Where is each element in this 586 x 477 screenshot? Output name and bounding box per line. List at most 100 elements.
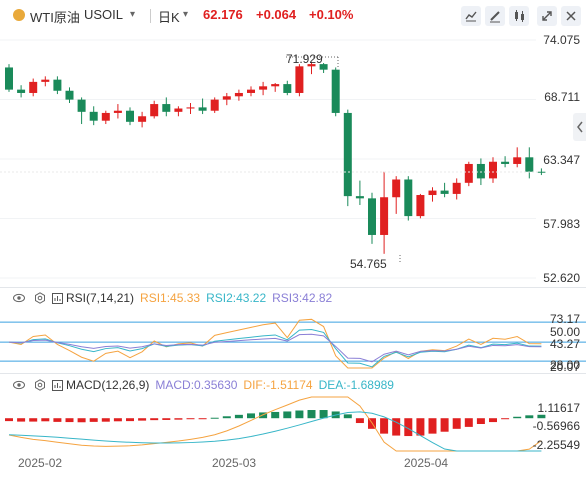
macd-axis-label: 1.11617 xyxy=(537,401,581,415)
macd-histogram-bar xyxy=(319,410,328,419)
macd-histogram-bar xyxy=(162,418,171,420)
indicator-toggle-icon[interactable] xyxy=(52,379,63,391)
candle-body xyxy=(271,84,280,87)
dif-line xyxy=(8,396,542,452)
macd-histogram-bar xyxy=(489,418,497,423)
macd-histogram-bar xyxy=(428,418,437,434)
candle-body xyxy=(259,86,268,90)
candle-body xyxy=(368,198,376,235)
macd-histogram-bar xyxy=(247,413,255,419)
candle-body xyxy=(513,157,522,164)
candle-body xyxy=(126,110,134,122)
rsi-header: RSI(7,14,21) RSI1:45.33 RSI2:43.22 RSI3:… xyxy=(0,289,338,307)
candle-body xyxy=(113,110,122,113)
macd-histogram-bar xyxy=(259,412,268,419)
gear-icon[interactable] xyxy=(34,292,46,304)
rsi-axis-label: 73.17 xyxy=(549,312,580,326)
macd-histogram-bar xyxy=(307,410,316,419)
candle-body xyxy=(537,171,546,173)
symbol-name[interactable]: WTI原油 xyxy=(30,10,80,25)
chevron-down-icon[interactable]: ▾ xyxy=(183,9,189,20)
candle-body xyxy=(210,99,219,111)
fullscreen-button[interactable] xyxy=(537,6,557,26)
rsi-axis-label: 20.07 xyxy=(549,360,580,374)
candle-body xyxy=(17,89,26,93)
current-price: 62.176 xyxy=(203,7,243,22)
price-axis-label: 63.347 xyxy=(543,153,580,167)
symbol-code[interactable]: USOIL xyxy=(84,7,124,22)
macd-axis-label: -2.25549 xyxy=(532,438,580,452)
candle-body xyxy=(331,69,340,113)
macd-histogram-bar xyxy=(501,418,510,420)
gear-icon[interactable] xyxy=(34,379,46,391)
macd-histogram-bar xyxy=(53,418,62,422)
close-icon xyxy=(566,11,576,21)
x-axis-date: 2025-02 xyxy=(18,456,63,470)
macd-header: MACD(12,26,9) MACD:0.35630 DIF:-1.51174 … xyxy=(0,376,400,394)
candle-body xyxy=(29,81,38,93)
macd-histogram-bar xyxy=(65,418,74,423)
candle-body xyxy=(77,99,86,112)
candle-body xyxy=(428,190,437,196)
rsi-chart[interactable] xyxy=(0,307,586,372)
low-annotation: 54.765 xyxy=(350,257,387,271)
candle-body xyxy=(101,112,110,121)
candlestick-chart[interactable] xyxy=(0,30,586,285)
macd-histogram-bar xyxy=(198,418,207,420)
macd-histogram-bar xyxy=(537,414,546,419)
macd-histogram-bar xyxy=(295,410,304,419)
candle-body xyxy=(476,163,485,179)
pen-tool-icon xyxy=(490,11,500,23)
high-annotation: 71.929 xyxy=(286,52,323,66)
candle-body xyxy=(489,161,497,179)
candle-body xyxy=(392,179,401,198)
candle-body xyxy=(65,90,74,100)
candle-body xyxy=(174,108,183,112)
macd-histogram-bar xyxy=(234,414,243,419)
symbol-dot-icon xyxy=(13,9,25,21)
price-axis-label: 57.983 xyxy=(543,217,580,231)
candle-body xyxy=(247,89,255,93)
candle-body xyxy=(150,104,159,117)
rsi1-value: RSI1:45.33 xyxy=(140,291,201,305)
candle-body xyxy=(464,163,473,183)
macd-histogram-bar xyxy=(343,414,352,419)
macd-chart[interactable] xyxy=(0,395,586,453)
header-divider xyxy=(150,9,151,23)
panel-divider xyxy=(0,287,586,288)
pen-tool-button[interactable] xyxy=(485,6,505,26)
eye-icon[interactable] xyxy=(13,292,25,304)
rsi-axis-label: 43.27 xyxy=(549,337,580,351)
macd-histogram-bar xyxy=(29,418,38,422)
chevron-down-icon[interactable]: ▾ xyxy=(130,9,136,20)
macd-histogram-bar xyxy=(17,418,26,422)
candle-body xyxy=(319,64,328,70)
eye-icon[interactable] xyxy=(13,379,25,391)
candle-body xyxy=(440,190,449,194)
x-axis-date: 2025-03 xyxy=(212,456,257,470)
period-selector[interactable]: 日K xyxy=(158,10,180,25)
side-collapse-button[interactable] xyxy=(573,113,586,141)
macd-histogram-bar xyxy=(404,418,413,437)
candle-body xyxy=(283,84,292,93)
candle-settings-button[interactable] xyxy=(509,6,529,26)
candle-body xyxy=(501,161,510,164)
candle-body xyxy=(234,92,243,97)
macd-histogram-bar xyxy=(138,418,147,421)
candle-body xyxy=(525,157,534,172)
candle-body xyxy=(89,111,98,121)
candle-body xyxy=(307,64,316,67)
dea-value: DEA:-1.68989 xyxy=(318,378,394,392)
macd-histogram-bar xyxy=(150,418,159,421)
close-button[interactable] xyxy=(561,6,581,26)
macd-title: MACD(12,26,9) xyxy=(66,378,150,392)
macd-histogram-bar xyxy=(283,411,292,419)
price-axis-label: 52.620 xyxy=(543,271,580,285)
fullscreen-icon xyxy=(542,11,552,21)
candle-body xyxy=(343,112,352,197)
candle-body xyxy=(138,116,147,122)
indicator-toggle-icon[interactable] xyxy=(52,292,63,304)
candle-settings-icon xyxy=(515,10,524,22)
line-tool-button[interactable] xyxy=(461,6,481,26)
macd-histogram-bar xyxy=(440,418,449,432)
